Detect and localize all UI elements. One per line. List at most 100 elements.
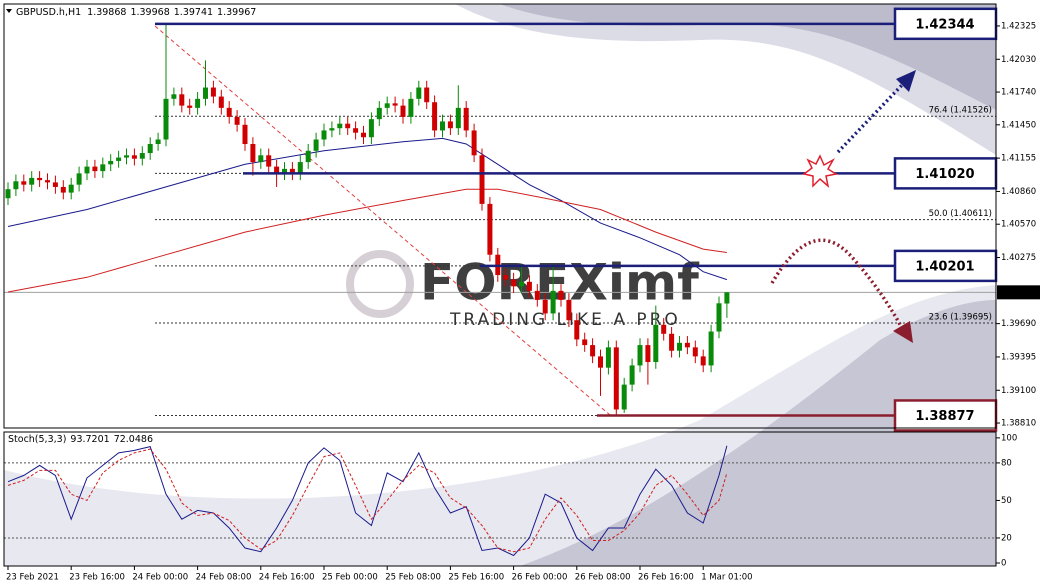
candle-body — [368, 119, 374, 138]
chart-header: GBPUSD.h,H1 1.39868 1.39968 1.39741 1.39967 — [16, 7, 256, 18]
watermark-sub: TRADING LIKE A PRO — [449, 310, 681, 330]
candle-body — [139, 153, 145, 159]
arrow-up — [836, 82, 905, 154]
candle-body — [282, 168, 287, 174]
candle-body — [384, 103, 390, 108]
x-tick-label: 23 Feb 2021 — [6, 573, 59, 583]
price-tag — [997, 285, 1040, 300]
bg-shape — [520, 300, 996, 566]
candle-body — [108, 160, 114, 165]
moving-average — [7, 188, 727, 293]
close: 1.39967 — [217, 7, 256, 18]
x-tick-label: 26 Feb 08:00 — [575, 573, 631, 583]
level-label: 1.41020 — [915, 167, 974, 182]
x-tick-label: 26 Feb 00:00 — [512, 573, 568, 583]
candle-body — [392, 103, 398, 106]
watermark-logo — [346, 250, 414, 318]
fibo-label: 50.0 (1.40611) — [929, 209, 992, 219]
candle-body — [313, 139, 319, 151]
candle-body — [661, 324, 667, 334]
y-tick-label: 1.40860 — [1001, 187, 1036, 197]
candle-body — [305, 150, 311, 163]
candle-body — [147, 144, 153, 154]
candle-body — [116, 157, 122, 161]
candle-body — [684, 342, 690, 348]
candle-body — [60, 186, 66, 193]
level-label: 1.38877 — [915, 409, 974, 424]
level-label: 1.42344 — [915, 17, 974, 32]
stoch-line — [7, 445, 728, 557]
candle-body — [353, 128, 359, 133]
candle-body — [700, 356, 706, 366]
breakout-star — [802, 154, 838, 189]
candle-body — [68, 184, 74, 193]
candle-body — [645, 345, 651, 363]
candle-body — [526, 281, 532, 291]
candle-body — [203, 87, 208, 99]
stoch-main: 93.7201 — [70, 434, 109, 445]
candle-body — [598, 356, 603, 368]
y-tick-label: 1.39100 — [1001, 386, 1036, 396]
plot: 76.4 (1.41526) 50.0 (1.40611) 23.6 (1.3969… — [4, 7, 1040, 583]
candle-body — [708, 331, 714, 366]
candle-body — [210, 87, 216, 97]
arrow-down — [770, 238, 904, 329]
candle-body — [337, 123, 343, 129]
symbol: GBPUSD.h,H1 — [16, 7, 81, 18]
candle-body — [487, 203, 493, 255]
candle-body — [29, 177, 35, 185]
x-tick-label: 24 Feb 08:00 — [196, 573, 252, 583]
level-box — [893, 249, 998, 283]
candle-body — [503, 275, 509, 280]
y-tick-label: 100 — [1001, 433, 1017, 443]
candle-body — [408, 98, 414, 117]
candle-body — [558, 290, 564, 300]
y-tick-label: 1.39395 — [1001, 352, 1036, 362]
x-tick-label: 24 Feb 00:00 — [132, 573, 188, 583]
stoch-signal: 72.0486 — [114, 434, 153, 445]
candle-body — [582, 339, 588, 346]
candle-body — [92, 166, 98, 172]
stoch-line — [7, 448, 728, 553]
candle-body — [163, 98, 169, 140]
candle-body — [242, 124, 248, 145]
y-tick-label: 1.42030 — [1001, 55, 1036, 65]
stoch-title: Stoch(5,3,3) — [8, 434, 66, 445]
candle-body — [613, 347, 619, 410]
candle-body — [100, 164, 106, 172]
candle-body — [574, 320, 580, 340]
y-tick-label: 1.41740 — [1001, 88, 1036, 98]
candle-body — [416, 87, 422, 99]
level-box — [893, 157, 998, 190]
candle-body — [677, 342, 682, 351]
candle-body — [376, 107, 382, 120]
candle-body — [171, 94, 177, 99]
candle-body — [258, 155, 264, 163]
candle-body — [5, 189, 11, 199]
menu-triangle — [6, 9, 12, 13]
candle-body — [566, 299, 572, 321]
candle-body — [424, 87, 430, 103]
x-tick-label: 25 Feb 16:00 — [448, 573, 504, 583]
candle-body — [605, 347, 611, 368]
candle-body — [519, 281, 524, 287]
candle-body — [274, 166, 280, 174]
y-tick-label: 50 — [1001, 496, 1012, 506]
candle-body — [289, 168, 295, 174]
x-tick-label: 25 Feb 00:00 — [322, 573, 378, 583]
candle-body — [155, 139, 161, 145]
candle-body — [124, 155, 129, 158]
low: 1.39741 — [174, 7, 213, 18]
y-tick-label: 1.40570 — [1001, 220, 1036, 230]
x-tick-label: 1 Mar 01:00 — [701, 573, 752, 583]
candle-body — [226, 107, 232, 117]
price-tag-label: 1.39967 — [1001, 288, 1036, 298]
candle-body — [179, 94, 185, 106]
candle-body — [692, 347, 698, 357]
candle-body — [37, 177, 43, 181]
candle-body — [455, 107, 461, 129]
y-tick-label: 20 — [1001, 533, 1012, 543]
candle-body — [52, 182, 58, 187]
candle-body — [195, 98, 201, 108]
